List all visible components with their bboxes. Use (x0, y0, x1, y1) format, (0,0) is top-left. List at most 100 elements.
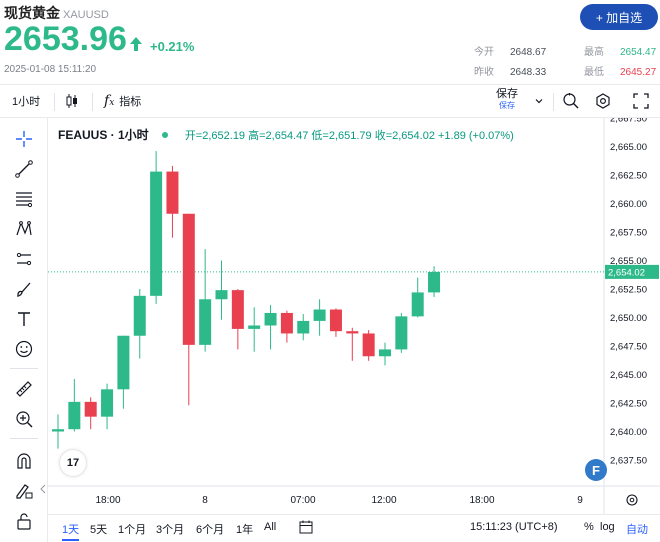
candle-body (395, 316, 408, 350)
x-tick-label: 8 (202, 495, 208, 506)
range-button[interactable]: All (264, 521, 277, 533)
interval-selector[interactable]: 1小时 (12, 96, 41, 108)
candlestick-chart[interactable]: 2,667.50 2,665.00 2,662.50 2,660.00 2,657.50… (48, 118, 660, 514)
candle-body (182, 213, 195, 345)
range-button[interactable]: 1年 (236, 524, 254, 536)
toolbar-divider (54, 93, 55, 111)
magnet-icon (17, 453, 31, 469)
candle-body (248, 325, 261, 329)
candle-body (313, 309, 326, 321)
range-button[interactable]: 6个月 (196, 524, 225, 536)
text-tool[interactable] (11, 306, 37, 332)
indicators-label: 指标 (119, 96, 142, 108)
x-tick-label: 07:00 (290, 495, 315, 506)
percent-scale-toggle[interactable]: % (584, 521, 594, 533)
instrument-name: 现货黄金 (4, 5, 60, 21)
zoom-in-icon (16, 411, 33, 428)
date-range-button[interactable] (298, 519, 314, 538)
y-tick-label: 2,662.50 (610, 171, 647, 182)
x-tick-label: 9 (577, 495, 583, 506)
forecast-tool[interactable] (11, 246, 37, 272)
fxstreet-badge[interactable]: F (585, 459, 607, 481)
gear-icon (626, 494, 638, 506)
log-scale-toggle[interactable]: log (600, 521, 615, 533)
hexagon-settings-icon (596, 93, 610, 109)
candle-body (346, 331, 359, 334)
y-tick-label: 2,640.00 (610, 427, 647, 438)
auto-scale-toggle[interactable]: 自动 (626, 524, 648, 536)
drawing-toolbar (0, 118, 48, 542)
lock-drawings-tool[interactable] (11, 508, 37, 534)
crosshair-tool[interactable] (11, 126, 37, 152)
candle-body (362, 333, 375, 357)
range-button[interactable]: 5天 (90, 524, 108, 536)
candlestick-icon (66, 94, 77, 108)
candle-body (280, 312, 293, 334)
candle-body (428, 271, 441, 293)
instrument-code: XAUUSD (63, 9, 109, 21)
ruler-icon (16, 381, 32, 397)
stat-prev-value: 2648.33 (510, 67, 547, 78)
chart-legend: FEAUUS · 1小时 开=2,652.19 高=2,654.47 低=2,6… (58, 126, 514, 143)
change-percent: +0.21% (150, 39, 195, 54)
candle-body (329, 309, 342, 332)
collapse-arrow-icon[interactable] (40, 484, 46, 494)
add-to-watchlist-button[interactable]: + 加自选 (580, 4, 658, 30)
fib-tool[interactable] (11, 186, 37, 212)
stat-low-label: 最低 (584, 67, 604, 78)
save-dropdown-button[interactable] (534, 85, 544, 117)
candle-body (166, 171, 179, 214)
quick-search-button[interactable] (562, 85, 580, 117)
emoji-tool[interactable] (11, 336, 37, 362)
instrument-title: 现货黄金 XAUUSD (4, 3, 109, 23)
y-tick-label: 2,652.50 (610, 285, 647, 296)
gear-icon-center (629, 497, 635, 503)
candle-body (52, 429, 64, 432)
y-tick-label: 2,655.00 (610, 256, 647, 267)
fullscreen-button[interactable] (633, 85, 649, 117)
candle-body (231, 290, 244, 329)
tool-separator (10, 368, 38, 369)
chart-toolbar: 1小时 fx 指标 保存 保存 (0, 84, 660, 118)
fullscreen-icon (633, 93, 649, 109)
candle-body (379, 349, 391, 357)
save-sublabel: 保存 (499, 101, 515, 110)
candle-body (101, 389, 114, 417)
stat-open-value: 2648.67 (510, 47, 547, 58)
candle-body (68, 401, 81, 430)
indicators-button[interactable]: fx 指标 (104, 85, 141, 117)
fibonacci-lines-icon (16, 192, 33, 208)
x-tick-label: 18:00 (469, 495, 494, 506)
pattern-tool[interactable] (11, 216, 37, 242)
tradingview-logo[interactable]: 17 (60, 450, 86, 476)
save-button[interactable]: 保存 保存 (487, 88, 527, 114)
magnet-tool[interactable] (11, 448, 37, 474)
candle-style-button[interactable] (64, 85, 80, 117)
range-button[interactable]: 3个月 (156, 524, 185, 536)
save-label: 保存 (496, 88, 518, 100)
zoom-search-icon (563, 93, 579, 109)
up-arrow-icon (130, 37, 142, 51)
chevron-down-icon (535, 99, 543, 104)
candle-body (199, 299, 212, 345)
tool-separator (10, 438, 38, 439)
y-tick-label: 2,647.50 (610, 342, 647, 353)
trendline-tool[interactable] (11, 156, 37, 182)
stay-drawing-tool[interactable] (11, 478, 37, 504)
toolbar-divider (553, 93, 554, 111)
lock-icon (17, 513, 31, 530)
ruler-tool[interactable] (11, 376, 37, 402)
settings-button[interactable] (594, 85, 612, 117)
y-tick-label: 2,667.50 (610, 118, 647, 125)
last-price-marker (605, 264, 659, 279)
candle-body (215, 290, 228, 300)
zoom-in-tool[interactable] (11, 406, 37, 432)
timezone-clock[interactable]: 15:11:23 (UTC+8) (470, 521, 558, 533)
candle-body (84, 401, 97, 417)
range-button[interactable]: 1天 (62, 521, 80, 541)
pencil-lock-icon (16, 484, 33, 499)
brush-tool[interactable] (11, 276, 37, 302)
range-button[interactable]: 1个月 (118, 524, 147, 536)
price-chart[interactable]: 2,667.50 2,665.00 2,662.50 2,660.00 2,657.50… (48, 118, 660, 542)
legend-ohlc: 开=2,652.19 高=2,654.47 低=2,651.79 收=2,654… (184, 130, 514, 142)
